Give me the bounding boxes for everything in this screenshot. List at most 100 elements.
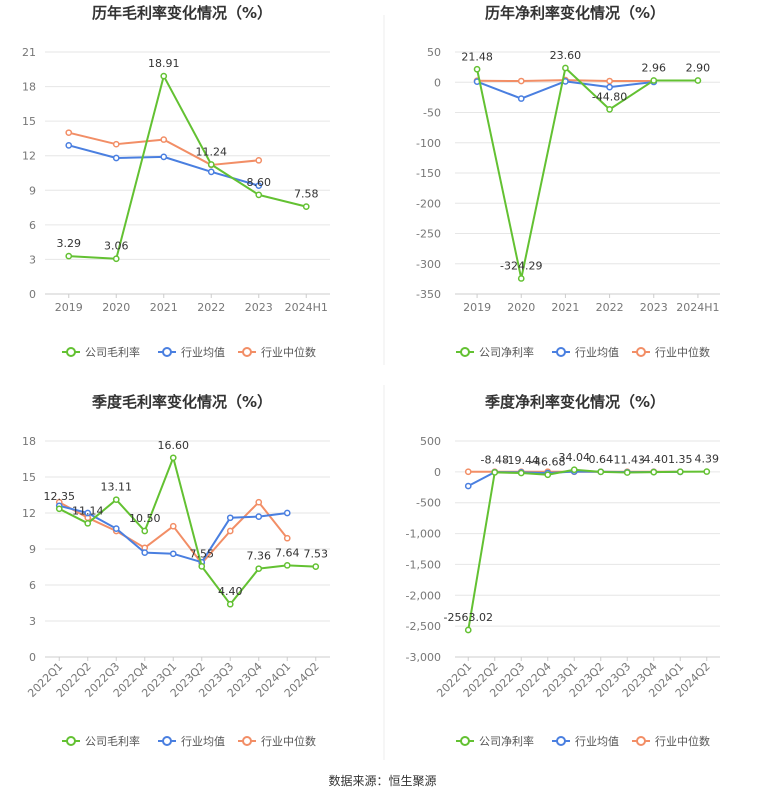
y-tick-label: 3: [29, 615, 36, 628]
data-label: 11.24: [196, 145, 228, 158]
legend-swatch-marker: [556, 347, 566, 357]
data-point-company: [65, 252, 73, 260]
data-point-industry_median: [283, 534, 291, 542]
legend-swatch-marker: [162, 347, 172, 357]
data-label: -44.80: [592, 90, 627, 103]
data-label: 4.40: [218, 585, 243, 598]
legend-label: 公司毛利率: [85, 734, 140, 748]
x-tick-label: 2024H1: [676, 301, 719, 314]
data-point-company: [517, 469, 525, 477]
chart-title: 季度毛利率变化情况（%）: [92, 393, 272, 411]
y-tick-label: 18: [22, 81, 36, 94]
data-point-company: [255, 565, 263, 573]
series-line-company: [476, 66, 698, 280]
chart-title: 历年毛利率变化情况（%）: [92, 4, 272, 22]
data-label: 1.35: [668, 453, 693, 466]
data-point-company: [650, 77, 658, 84]
data-point-industry_avg: [141, 549, 149, 556]
x-tick-label: 2020: [102, 301, 130, 314]
legend-label: 行业中位数: [261, 345, 316, 359]
y-tick-label: -150: [416, 167, 441, 180]
data-point-industry_avg: [606, 83, 613, 91]
data-point-industry_avg: [255, 182, 263, 190]
data-point-industry_median: [255, 498, 263, 506]
y-tick-label: 9: [29, 184, 36, 197]
x-tick-label: 2023: [245, 301, 273, 314]
data-point-company: [517, 275, 525, 282]
chart-title: 季度净利率变化情况（%）: [485, 393, 665, 411]
data-point-industry_median: [255, 156, 263, 164]
data-point-company: [694, 77, 702, 84]
y-tick-label: 15: [22, 115, 36, 128]
y-tick-label: -100: [416, 137, 441, 150]
chart-panel-3: 季度毛利率变化情况（%）03691215182022Q12022Q22022Q3…: [22, 393, 330, 748]
data-point-company: [169, 454, 177, 462]
data-point-industry_median: [517, 77, 525, 85]
data-point-industry_avg: [255, 513, 263, 520]
y-tick-label: -200: [416, 197, 441, 210]
data-point-company: [312, 563, 320, 570]
data-label: -11.43: [610, 454, 645, 467]
legend-swatch-marker: [66, 736, 76, 746]
data-point-industry_avg: [464, 482, 472, 490]
data-label: 7.36: [247, 550, 272, 563]
legend-swatch-marker: [460, 347, 470, 357]
data-label: 23.60: [550, 49, 582, 62]
data-point-industry_median: [606, 77, 613, 85]
y-tick-label: 0: [434, 76, 441, 89]
data-point-company: [112, 496, 120, 504]
data-point-company: [562, 64, 569, 72]
y-tick-label: 0: [29, 651, 36, 664]
legend-label: 行业均值: [575, 346, 619, 359]
data-point-company: [207, 161, 215, 168]
data-point-industry_median: [112, 140, 120, 148]
x-tick-label: 2021: [551, 301, 579, 314]
legend-label: 行业均值: [181, 735, 225, 748]
y-tick-label: -1,500: [406, 558, 441, 571]
series-line-company: [467, 468, 707, 631]
data-point-company: [84, 519, 92, 527]
x-tick-label: 2022: [197, 301, 225, 314]
data-point-industry_median: [226, 527, 234, 535]
data-point-company: [198, 563, 206, 570]
data-point-company: [464, 626, 472, 634]
data-point-company: [623, 469, 631, 476]
y-tick-label: 15: [22, 471, 36, 484]
x-tick-label: 2022: [596, 301, 624, 314]
data-point-company: [283, 561, 291, 569]
data-point-industry_median: [464, 468, 472, 476]
data-point-company: [544, 471, 552, 479]
legend-swatch-marker: [460, 736, 470, 746]
y-tick-label: 0: [29, 288, 36, 301]
data-label: 7.58: [294, 188, 319, 201]
data-label: -324.29: [500, 259, 542, 272]
data-point-company: [650, 468, 658, 476]
chart-title: 历年净利率变化情况（%）: [485, 4, 665, 22]
y-tick-label: 6: [29, 219, 36, 232]
data-label: -46.68: [530, 456, 565, 469]
data-label: 2.96: [642, 61, 667, 74]
legend-swatch-marker: [242, 736, 252, 746]
legend-label: 行业中位数: [261, 734, 316, 748]
data-label: 7.53: [304, 548, 329, 561]
y-tick-label: 9: [29, 543, 36, 556]
data-point-industry_avg: [84, 509, 92, 517]
series-line-industry_avg: [68, 144, 260, 187]
y-tick-label: 3: [29, 253, 36, 266]
y-tick-label: -250: [416, 228, 441, 241]
data-label: 13.11: [101, 481, 133, 494]
data-label: 12.35: [44, 490, 76, 503]
data-source-note: 数据来源：恒生聚源: [328, 774, 437, 788]
legend-swatch-marker: [162, 736, 172, 746]
x-tick-label: 2021: [150, 301, 178, 314]
data-label: 2.90: [686, 61, 711, 74]
data-label: 11.14: [72, 504, 104, 517]
data-point-industry_avg: [207, 168, 215, 176]
legend-label: 公司净利率: [479, 734, 534, 748]
x-tick-label: 2019: [55, 301, 83, 314]
data-label: 7.64: [275, 546, 300, 559]
y-tick-label: 0: [434, 466, 441, 479]
data-label: 21.48: [461, 50, 493, 63]
y-tick-label: -350: [416, 288, 441, 301]
